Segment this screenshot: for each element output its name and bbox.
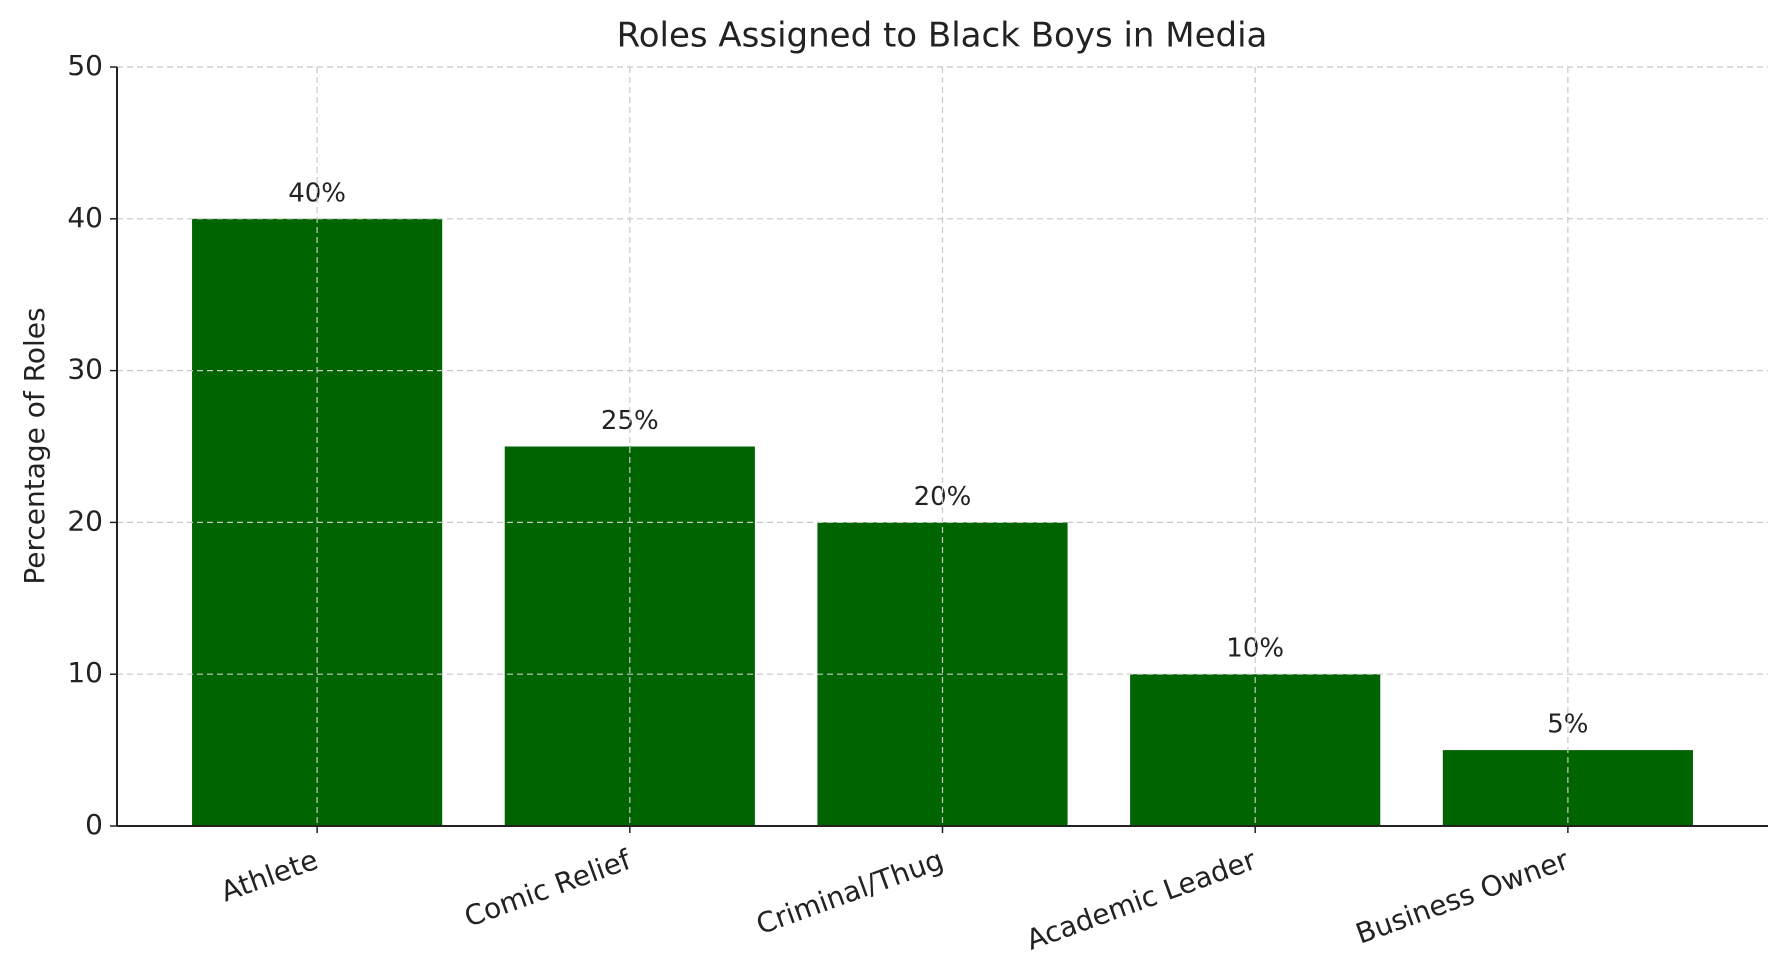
- y-tick-label: 0: [85, 808, 103, 841]
- y-tick-label: 30: [67, 353, 103, 386]
- value-label: 40%: [288, 178, 346, 208]
- y-tick-label: 40: [67, 201, 103, 234]
- value-label: 5%: [1547, 710, 1588, 740]
- chart-title: Roles Assigned to Black Boys in Media: [617, 16, 1268, 56]
- x-tick-label: Academic Leader: [1022, 843, 1261, 957]
- x-tick-label: Athlete: [216, 843, 322, 908]
- x-tick-label: Comic Relief: [460, 843, 636, 934]
- value-label: 20%: [914, 482, 972, 512]
- x-tick-label: Criminal/Thug: [752, 843, 948, 941]
- y-axis-label: Percentage of Roles: [18, 307, 51, 584]
- y-tick-label: 20: [67, 504, 103, 537]
- x-tick-label: Business Owner: [1351, 843, 1573, 951]
- y-tick-label: 10: [67, 656, 103, 689]
- y-tick-label: 50: [67, 49, 103, 82]
